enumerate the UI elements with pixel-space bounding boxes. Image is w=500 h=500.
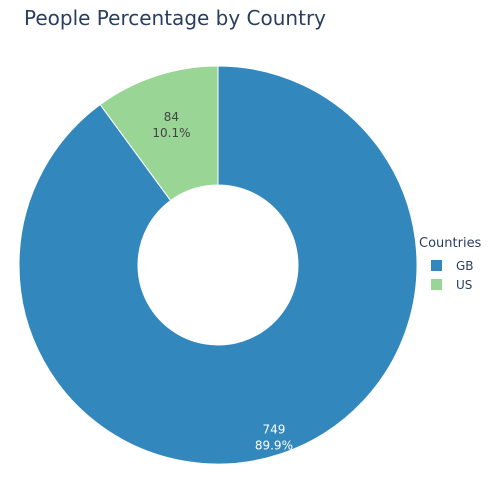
slice-us[interactable] — [99, 65, 219, 202]
legend-label: US — [456, 277, 473, 292]
slice-gb[interactable] — [18, 65, 418, 465]
legend-label: GB — [456, 258, 474, 273]
slices-layer — [18, 65, 418, 465]
legend-item-us[interactable]: US — [419, 275, 481, 294]
legend-swatch — [431, 260, 442, 271]
legend-title: Countries — [419, 236, 482, 251]
chart-title: People Percentage by Country — [24, 6, 327, 30]
legend-item-gb[interactable]: GB — [419, 256, 481, 275]
legend: Countries GB US — [419, 236, 481, 294]
labels-layer: 749 89.9% 84 10.1% — [152, 110, 293, 453]
legend-swatch — [431, 279, 442, 290]
slice-value-label: 749 — [262, 423, 285, 437]
legend-items: GB US — [419, 256, 481, 294]
slice-value-label: 84 — [164, 110, 179, 124]
slice-percent-label: 89.9% — [255, 439, 293, 453]
slice-percent-label: 10.1% — [152, 126, 190, 140]
